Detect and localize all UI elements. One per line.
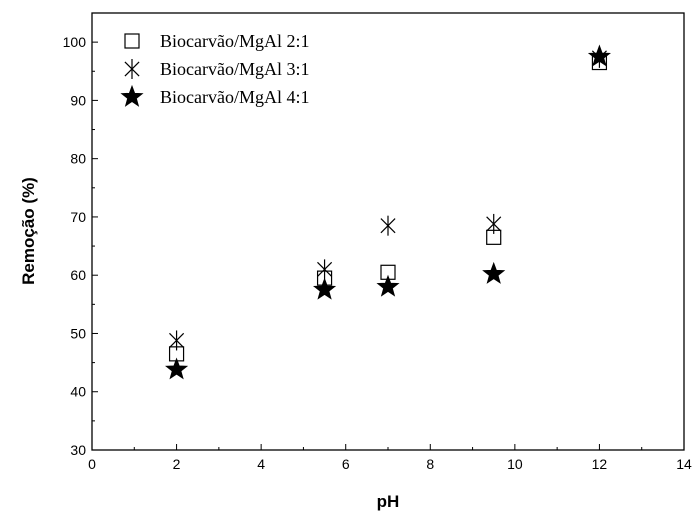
data-point [165, 357, 189, 380]
x-tick-label: 14 [676, 456, 692, 472]
x-tick-label: 6 [342, 456, 350, 472]
data-point [313, 277, 337, 300]
data-point [376, 274, 400, 297]
x-tick-label: 10 [507, 456, 523, 472]
legend-item: Biocarvão/MgAl 4:1 [120, 84, 309, 107]
legend: Biocarvão/MgAl 2:1 Biocarvão/MgAl 3:1 Bioc… [120, 31, 309, 107]
y-axis-label: Remoção (%) [19, 177, 38, 285]
legend-item: Biocarvão/MgAl 2:1 [124, 31, 309, 51]
legend-label: Biocarvão/MgAl 2:1 [160, 31, 309, 51]
data-point [380, 215, 396, 236]
x-tick-label: 4 [257, 456, 265, 472]
data-point [169, 330, 185, 351]
y-tick-label: 100 [63, 34, 87, 50]
legend-item: Biocarvão/MgAl 3:1 [124, 59, 309, 79]
x-tick-label: 8 [426, 456, 434, 472]
series-3 [165, 44, 611, 380]
legend-label: Biocarvão/MgAl 4:1 [160, 87, 309, 107]
x-axis-label: pH [377, 492, 400, 511]
x-tick-label: 12 [592, 456, 608, 472]
y-tick-label: 80 [70, 151, 86, 167]
y-tick-label: 50 [70, 325, 86, 341]
y-tick-label: 30 [70, 442, 86, 458]
x-tick-label: 0 [88, 456, 96, 472]
y-tick-label: 60 [70, 267, 86, 283]
data-markers [165, 44, 611, 380]
legend-marker [124, 33, 140, 49]
y-tick-label: 40 [70, 384, 86, 400]
data-point [317, 259, 333, 280]
legend-marker [120, 84, 144, 107]
legend-label: Biocarvão/MgAl 3:1 [160, 59, 309, 79]
data-point [486, 213, 502, 234]
x-tick-label: 2 [173, 456, 181, 472]
data-point [482, 261, 506, 284]
axis-ticks [91, 12, 685, 451]
legend-marker [124, 59, 140, 79]
y-tick-label: 70 [70, 209, 86, 225]
data-point [587, 44, 611, 67]
y-tick-label: 90 [70, 92, 86, 108]
tick-labels: 0 2 4 6 8 10 12 14 30 40 50 60 70 80 90 100 [63, 34, 692, 472]
